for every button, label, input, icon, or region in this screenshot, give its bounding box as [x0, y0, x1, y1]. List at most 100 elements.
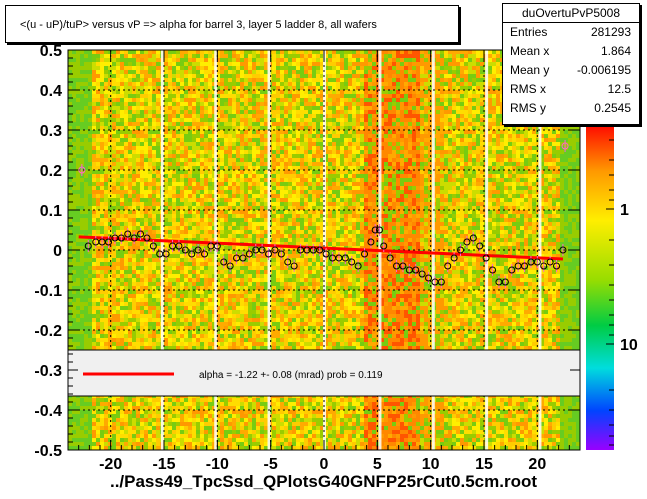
heatmap-cell: [216, 54, 220, 58]
heatmap-cell: [156, 174, 160, 178]
heatmap-cell: [480, 170, 484, 174]
heatmap-cell: [132, 86, 136, 90]
heatmap-cell: [156, 202, 160, 206]
heatmap-cell: [204, 90, 208, 94]
heatmap-cell: [356, 114, 360, 118]
heatmap-cell: [444, 122, 448, 126]
heatmap-cell: [348, 122, 352, 126]
heatmap-cell: [416, 114, 420, 118]
heatmap-cell: [368, 142, 372, 146]
heatmap-cell: [124, 58, 128, 62]
heatmap-cell: [104, 74, 108, 78]
heatmap-cell: [404, 198, 408, 202]
heatmap-cell: [68, 190, 72, 194]
heatmap-cell: [568, 178, 572, 182]
heatmap-cell: [284, 134, 288, 138]
heatmap-cell: [352, 154, 356, 158]
heatmap-cell: [240, 130, 244, 134]
heatmap-cell: [252, 170, 256, 174]
heatmap-cell: [536, 178, 540, 182]
heatmap-cell: [448, 194, 452, 198]
heatmap-cell: [468, 58, 472, 62]
heatmap-cell: [104, 50, 108, 54]
heatmap-cell: [376, 82, 380, 86]
heatmap-cell: [260, 58, 264, 62]
heatmap-cell: [76, 122, 80, 126]
heatmap-cell: [444, 54, 448, 58]
heatmap-cell: [252, 62, 256, 66]
heatmap-cell: [320, 174, 324, 178]
heatmap-cell: [220, 154, 224, 158]
heatmap-cell: [384, 178, 388, 182]
heatmap-cell: [224, 150, 228, 154]
heatmap-cell: [360, 70, 364, 74]
heatmap-cell: [72, 154, 76, 158]
heatmap-cell: [228, 178, 232, 182]
heatmap-cell: [220, 114, 224, 118]
heatmap-cell: [296, 66, 300, 70]
heatmap-cell: [144, 178, 148, 182]
heatmap-cell: [376, 150, 380, 154]
heatmap-cell: [312, 166, 316, 170]
heatmap-cell: [328, 202, 332, 206]
heatmap-cell: [428, 170, 432, 174]
heatmap-cell: [236, 182, 240, 186]
heatmap-cell: [396, 162, 400, 166]
heatmap-cell: [464, 182, 468, 186]
heatmap-cell: [132, 58, 136, 62]
heatmap-cell: [412, 62, 416, 66]
heatmap-cell: [360, 122, 364, 126]
heatmap-cell: [312, 50, 316, 54]
heatmap-cell: [452, 106, 456, 110]
heatmap-cell: [220, 70, 224, 74]
heatmap-cell: [340, 114, 344, 118]
heatmap-cell: [264, 186, 268, 190]
heatmap-cell: [532, 130, 536, 134]
heatmap-cell: [392, 166, 396, 170]
heatmap-cell: [340, 94, 344, 98]
heatmap-cell: [380, 182, 384, 186]
heatmap-cell: [120, 142, 124, 146]
heatmap-cell: [136, 174, 140, 178]
heatmap-cell: [300, 150, 304, 154]
heatmap-cell: [96, 110, 100, 114]
heatmap-cell: [364, 118, 368, 122]
heatmap-cell: [496, 142, 500, 146]
heatmap-cell: [488, 122, 492, 126]
heatmap-cell: [264, 62, 268, 66]
heatmap-cell: [116, 186, 120, 190]
heatmap-cell: [180, 122, 184, 126]
heatmap-cell: [212, 186, 216, 190]
heatmap-cell: [164, 130, 168, 134]
heatmap-cell: [296, 78, 300, 82]
heatmap-cell: [488, 186, 492, 190]
heatmap-cell: [404, 146, 408, 150]
heatmap-cell: [544, 126, 548, 130]
heatmap-cell: [184, 170, 188, 174]
heatmap-cell: [448, 150, 452, 154]
heatmap-cell: [136, 150, 140, 154]
heatmap-cell: [112, 118, 116, 122]
heatmap-cell: [236, 102, 240, 106]
heatmap-cell: [568, 154, 572, 158]
heatmap-cell: [164, 54, 168, 58]
heatmap-cell: [256, 190, 260, 194]
heatmap-cell: [224, 126, 228, 130]
heatmap-cell: [228, 122, 232, 126]
heatmap-cell: [240, 194, 244, 198]
heatmap-cell: [496, 162, 500, 166]
heatmap-cell: [328, 102, 332, 106]
heatmap-cell: [184, 150, 188, 154]
heatmap-cell: [428, 50, 432, 54]
heatmap-cell: [208, 86, 212, 90]
heatmap-cell: [220, 138, 224, 142]
heatmap-cell: [212, 50, 216, 54]
heatmap-cell: [340, 110, 344, 114]
heatmap-cell: [492, 190, 496, 194]
heatmap-cell: [188, 162, 192, 166]
heatmap-cell: [188, 198, 192, 202]
heatmap-cell: [136, 138, 140, 142]
heatmap-cell: [180, 70, 184, 74]
heatmap-cell: [492, 70, 496, 74]
heatmap-cell: [476, 174, 480, 178]
